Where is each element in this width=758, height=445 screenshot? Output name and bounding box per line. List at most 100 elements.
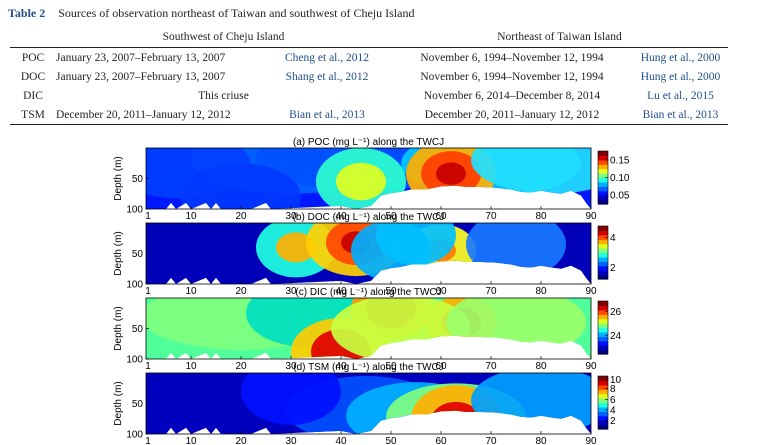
contour-field — [146, 298, 591, 359]
colorbar-segment — [598, 186, 608, 192]
x-tick-label: 60 — [435, 361, 447, 372]
table-cell-sw-period: December 20, 2011–January 12, 2012 — [56, 105, 263, 125]
table-cell-ne-ref[interactable]: Lu et al., 2015 — [647, 89, 714, 102]
contour-blob — [466, 223, 566, 278]
colorbar-segment — [598, 252, 608, 258]
contour-blob — [443, 412, 469, 432]
colorbar-segment — [598, 384, 608, 390]
table-cell-ne-period: November 6, 1994–November 12, 1994 — [420, 70, 604, 83]
table-cell-var: DIC — [23, 89, 43, 102]
table-cell-ne-period: November 6, 1994–November 12, 1994 — [391, 47, 633, 67]
x-tick-label: 20 — [235, 361, 247, 372]
x-tick-label: 10 — [185, 286, 197, 297]
colorbar-segment — [598, 331, 608, 337]
table-row: TSM December 20, 2011–January 12, 2012 B… — [10, 105, 728, 125]
colorbar-segment — [598, 239, 608, 245]
colorbar-tick-label: 4 — [610, 405, 616, 416]
colorbar-segment — [598, 265, 608, 271]
x-tick-label: 60 — [435, 436, 447, 445]
x-tick-label: 60 — [435, 286, 447, 297]
x-tick-label: 70 — [485, 436, 497, 445]
table-cell-sw-ref[interactable]: Bian et al., 2013 — [263, 105, 391, 125]
colorbar-segment — [598, 199, 608, 205]
colorbar-segment — [598, 345, 608, 351]
x-tick-label: 50 — [385, 211, 397, 222]
y-tick-label: 100 — [126, 355, 143, 366]
y-tick-label: 100 — [126, 280, 143, 291]
x-tick-label: 20 — [235, 286, 247, 297]
y-tick-label: 50 — [132, 399, 144, 410]
contour-blob — [241, 373, 341, 425]
x-tick-label: 90 — [585, 436, 597, 445]
x-tick-label: 40 — [335, 436, 347, 445]
panel-title: (d) TSM (mg L⁻¹) along the TWCJ — [293, 362, 444, 373]
colorbar-segment — [598, 336, 608, 342]
x-tick-label: 50 — [385, 361, 397, 372]
colorbar: 0.15 0.10 0.05 — [597, 150, 630, 205]
colorbar-tick-label: 2 — [610, 263, 616, 274]
colorbar-tick-label: 0.10 — [610, 173, 630, 184]
y-axis-label: Depth (m) — [113, 306, 124, 350]
colorbar-segment — [598, 305, 608, 311]
panel-title: (b) DOC (mg L⁻¹) along the TWCJ — [293, 212, 445, 223]
table-cell-var: TSM — [10, 105, 56, 125]
panel-b: (b) DOC (mg L⁻¹) along the TWCJ Depth (m)… — [113, 212, 616, 297]
x-tick-label: 30 — [285, 286, 297, 297]
sources-table: Southwest of Cheju Island Northeast of T… — [10, 26, 728, 125]
table-header-southwest: Southwest of Cheju Island — [162, 30, 285, 43]
x-tick-label: 1 — [145, 436, 151, 445]
colorbar: 42 — [597, 225, 616, 280]
table-header-row: Southwest of Cheju Island Northeast of T… — [10, 26, 728, 48]
table-cell-sw-period: This criuse — [198, 89, 249, 102]
colorbar-frame — [597, 225, 609, 280]
table-cell-ne-ref[interactable]: Hung et al., 2000 — [640, 70, 721, 83]
colorbar-tick-label: 0.05 — [610, 190, 630, 201]
x-tick-label: 1 — [145, 286, 151, 297]
colorbar-frame — [597, 300, 609, 355]
y-axis-label: Depth (m) — [113, 231, 124, 275]
colorbar-segment — [598, 406, 608, 412]
colorbar-tick-label: 24 — [610, 331, 622, 342]
table-cell-sw-ref[interactable]: Cheng et al., 2012 — [263, 47, 391, 67]
colorbar-tick-label: 26 — [610, 307, 622, 318]
x-tick-label: 1 — [145, 211, 151, 222]
contour-blob — [446, 298, 586, 356]
contour-blob — [336, 162, 386, 201]
y-tick-label: 50 — [132, 249, 144, 260]
x-tick-label: 80 — [535, 211, 547, 222]
x-tick-label: 70 — [485, 361, 497, 372]
table-caption-text: Sources of observation northeast of Taiw… — [58, 6, 415, 20]
x-tick-label: 90 — [585, 361, 597, 372]
colorbar-segment — [598, 168, 608, 174]
y-tick-label: 100 — [126, 430, 143, 441]
x-tick-label: 80 — [535, 436, 547, 445]
contour-blob — [376, 223, 456, 266]
x-tick-label: 30 — [285, 211, 297, 222]
colorbar-segment — [598, 323, 608, 329]
x-tick-label: 1 — [145, 361, 151, 372]
table-header-northeast: Northeast of Taiwan Island — [497, 30, 622, 43]
colorbar-segment — [598, 195, 608, 201]
y-axis-label: Depth (m) — [113, 156, 124, 200]
x-tick-label: 20 — [235, 436, 247, 445]
x-tick-label: 40 — [335, 286, 347, 297]
colorbar-segment — [598, 309, 608, 315]
table-cell-ne-ref[interactable]: Bian et al., 2013 — [633, 105, 728, 125]
table-caption: Table 2 Sources of observation northeast… — [8, 6, 414, 21]
table-cell-sw-ref[interactable]: Shang et al., 2012 — [285, 70, 369, 83]
table-cell-ne-period: December 20, 2011–January 12, 2012 — [391, 105, 633, 125]
table-cell-ne-ref[interactable]: Hung et al., 2000 — [633, 47, 728, 67]
colorbar-tick-label: 2 — [610, 416, 616, 427]
colorbar-segment — [598, 270, 608, 276]
colorbar-segment — [598, 411, 608, 417]
contour-blob — [276, 232, 316, 263]
x-tick-label: 40 — [335, 361, 347, 372]
colorbar-segment — [598, 159, 608, 165]
contour-blob — [471, 148, 591, 194]
colorbar-segment — [598, 389, 608, 395]
table-cell-var: DOC — [20, 70, 46, 83]
y-tick-label: 50 — [132, 174, 144, 185]
colorbar-segment — [598, 243, 608, 249]
x-tick-label: 50 — [385, 286, 397, 297]
